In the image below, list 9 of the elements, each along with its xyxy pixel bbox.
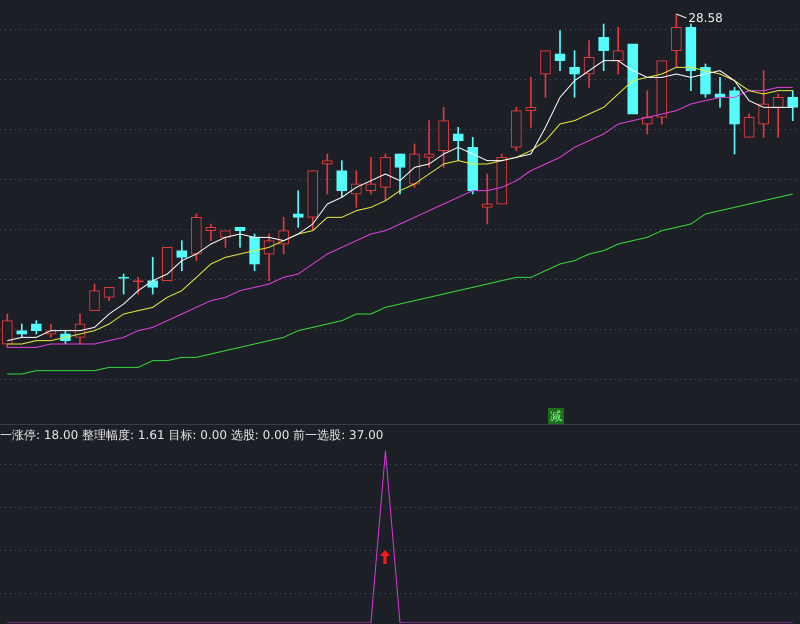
chart-title: 一涨停: 18.00 整理幅度: 1.61 目标: 0.00 选股: 0.00 前一选股: 37.00 (0, 427, 384, 444)
candlestick (627, 44, 638, 114)
text: 减 (548, 408, 564, 425)
candlestick (162, 247, 173, 281)
candlestick (234, 227, 246, 248)
candlestick (714, 77, 726, 108)
candlestick (569, 50, 580, 98)
candlestick (554, 30, 566, 71)
annotation: 28.58 (688, 11, 723, 26)
